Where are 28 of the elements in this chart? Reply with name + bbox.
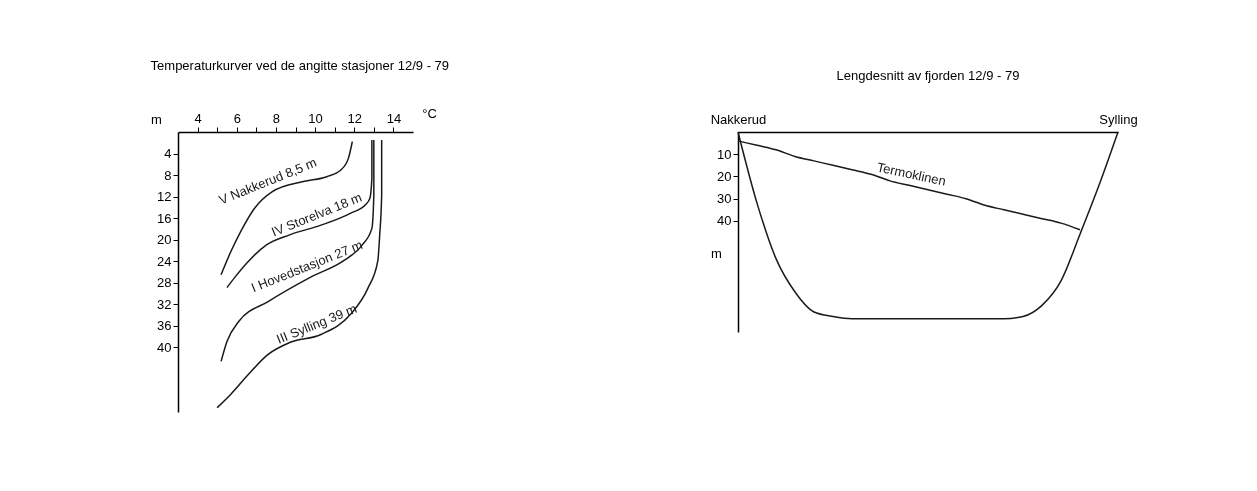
x-tick-label: 6 <box>233 110 241 126</box>
y-tick-label: 16 <box>157 210 172 226</box>
chart-title: Lengdesnitt av fjorden 12/9 - 79 <box>836 68 1020 83</box>
text: III Sylling 39 m <box>274 300 359 347</box>
y-tick-label: 36 <box>157 318 172 334</box>
x-tick-label: 8 <box>272 110 281 126</box>
y-tick-label: 4 <box>164 146 172 162</box>
y-tick-label: 40 <box>717 213 732 229</box>
y-tick-label: 20 <box>157 232 172 248</box>
x-tick-label: 10 <box>308 110 323 126</box>
y-tick-label: 20 <box>717 168 732 184</box>
x-tick-label: 4 <box>194 110 202 126</box>
y-axis-title: m <box>151 111 162 127</box>
x-axis-title: °C <box>422 105 437 121</box>
x-tick-label: 12 <box>347 110 362 126</box>
x-tick-label: Sylling <box>1099 111 1138 127</box>
chart-title: Temperaturkurver ved de angitte stasjoner 12/9 - 79 <box>150 58 450 73</box>
y-tick-label: 8 <box>164 167 172 183</box>
y-tick-label: 40 <box>157 339 172 355</box>
y-tick-label: 12 <box>157 189 172 205</box>
x-tick-label: Nakkerud <box>710 111 767 127</box>
y-tick-label: 32 <box>157 296 172 312</box>
y-tick-label: 24 <box>157 253 172 269</box>
y-tick-label: 28 <box>157 275 172 291</box>
y-tick-label: 10 <box>717 146 732 162</box>
y-tick-label: 30 <box>717 191 732 207</box>
y-axis-title: m <box>711 245 722 261</box>
x-tick-label: 14 <box>386 110 402 126</box>
